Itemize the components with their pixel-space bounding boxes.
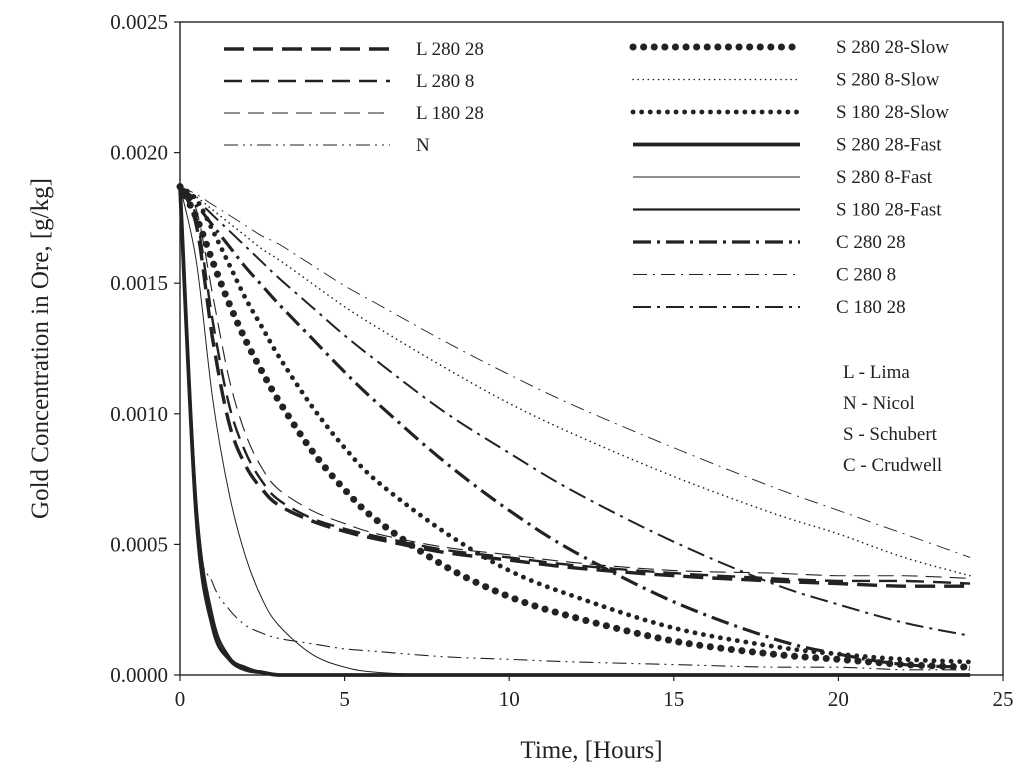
abbreviation-note: N - Nicol <box>843 393 915 414</box>
x-tick-label: 10 <box>499 687 520 711</box>
x-axis-title: Time, [Hours] <box>520 737 662 764</box>
legend-label-1: L 280 28 <box>416 39 484 60</box>
legend-label-5: S 280 28-Slow <box>836 37 949 58</box>
x-tick-label: 15 <box>663 687 684 711</box>
series-line-2 <box>178 185 971 585</box>
y-tick-label: 0.0000 <box>110 663 168 687</box>
legend-label-9: S 280 8-Fast <box>836 167 933 188</box>
series-line-7 <box>177 184 973 665</box>
plot-frame <box>179 21 1004 676</box>
abbreviation-note: C - Crudwell <box>843 455 942 476</box>
x-tick-label: 25 <box>993 687 1014 711</box>
legend-label-6: S 280 8-Slow <box>836 70 940 91</box>
y-tick-label: 0.0020 <box>110 141 168 165</box>
legend-label-8: S 280 28-Fast <box>836 135 942 156</box>
y-tick-label: 0.0025 <box>110 10 168 34</box>
legend-label-3: L 180 28 <box>416 103 484 124</box>
x-tick-label: 20 <box>828 687 849 711</box>
legend-label-4: N <box>416 135 430 156</box>
series-line-6 <box>179 185 971 577</box>
legend-label-11: C 280 28 <box>836 232 906 253</box>
x-axis: 0 5 10 15 20 25 <box>175 675 1014 711</box>
series-line-11 <box>178 185 971 669</box>
legend-label-10: S 180 28-Fast <box>836 200 942 221</box>
y-tick-label: 0.0005 <box>110 532 168 556</box>
legend-label-12: C 280 8 <box>836 265 896 286</box>
y-axis: 0.0000 0.0005 0.0010 0.0015 0.0020 0.0025 <box>110 10 180 687</box>
x-tick-label: 5 <box>339 687 350 711</box>
abbreviation-note: S - Schubert <box>843 424 938 445</box>
legend-label-7: S 180 28-Slow <box>836 102 949 123</box>
legend: L 280 28 L 280 8 L 180 28 N S 280 28-Slow S 2… <box>224 37 949 318</box>
legend-label-13: C 180 28 <box>836 297 906 318</box>
model-abbreviation-notes: L - Lima N - Nicol S - Schubert C - Crudwel… <box>843 362 942 476</box>
y-axis-title: Gold Concentration in Ore, [g/kg] <box>27 178 54 519</box>
series-line-4 <box>179 186 971 671</box>
y-tick-label: 0.0010 <box>110 402 168 426</box>
series-line-1 <box>178 185 971 588</box>
x-tick-label: 0 <box>175 687 186 711</box>
series-line-3 <box>179 186 971 579</box>
abbreviation-note: L - Lima <box>843 362 910 383</box>
legend-label-2: L 280 8 <box>416 71 474 92</box>
y-tick-label: 0.0015 <box>110 271 168 295</box>
series-line-5 <box>176 183 974 671</box>
series-line-12 <box>179 186 971 558</box>
series-line-13 <box>179 185 971 637</box>
